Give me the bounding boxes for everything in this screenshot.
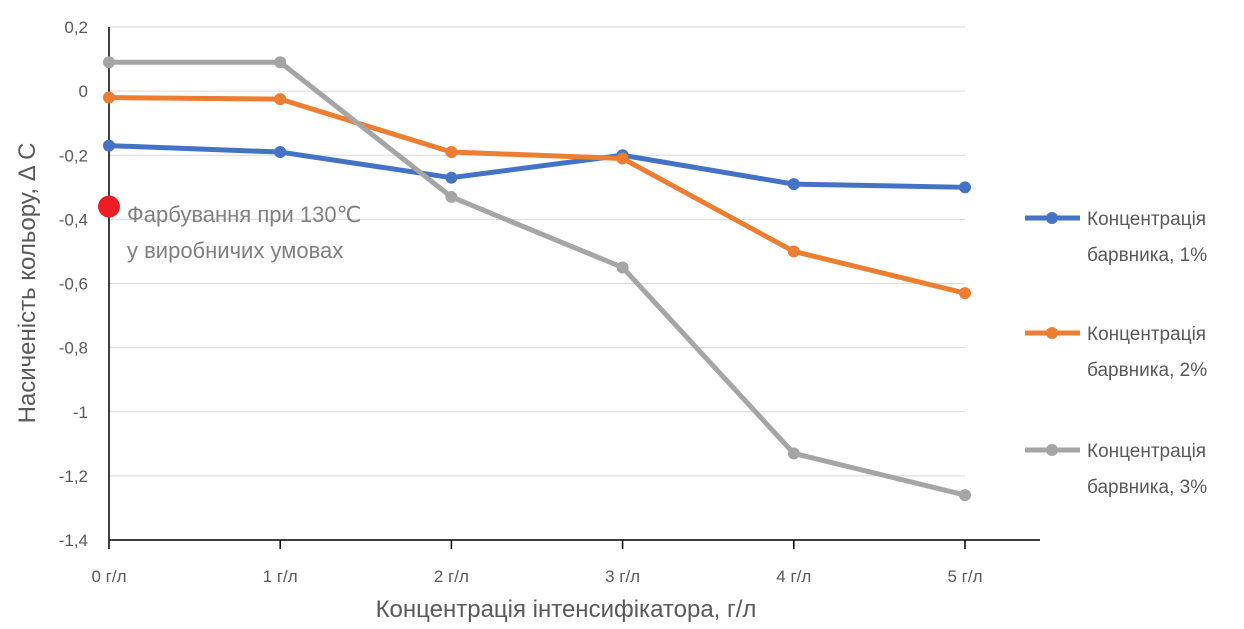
data-point: [959, 489, 971, 502]
legend-label-3: Концентрація: [1087, 441, 1206, 462]
data-point: [787, 178, 800, 191]
data-point: [445, 190, 458, 203]
x-tick-label: 0 г/л: [91, 567, 126, 586]
data-point: [445, 146, 458, 159]
annotation-text-line-1: Фарбування при 130℃: [127, 202, 361, 227]
annotation: Фарбування при 130℃ у виробничих умовах: [98, 195, 361, 263]
data-point: [274, 56, 287, 69]
series-line-1: [106, 143, 968, 190]
data-point: [616, 152, 629, 165]
series-group: [103, 56, 971, 502]
data-point: [274, 93, 287, 106]
data-point: [787, 245, 800, 258]
y-tick-label: -1: [73, 403, 88, 422]
legend-label-1: барвника, 1%: [1087, 245, 1207, 266]
x-tick-label: 4 г/л: [776, 567, 811, 586]
y-axis-title: Насиченість кольору, Δ C: [14, 143, 41, 424]
x-tick-label: 3 г/л: [605, 567, 640, 586]
data-point: [274, 146, 287, 159]
y-tick-label: -1,4: [59, 531, 88, 550]
data-point: [445, 171, 458, 184]
x-axis-title: Концентрація інтенсифікатора, г/л: [376, 596, 757, 623]
series-line-3: [106, 59, 968, 498]
legend-label-1: Концентрація: [1087, 209, 1206, 230]
data-point: [103, 56, 115, 69]
legend-marker-2: [1046, 327, 1058, 339]
axes: [108, 27, 1040, 541]
series-line-2: [106, 95, 968, 296]
legend-label-2: барвника, 2%: [1087, 360, 1207, 381]
data-point: [616, 261, 629, 274]
data-point: [103, 139, 115, 152]
annotation-text-line-2: у виробничих умовах: [127, 238, 343, 263]
data-point: [959, 287, 971, 300]
x-tick-label: 1 г/л: [263, 567, 298, 586]
legend: Концентрація барвника, 1% Концентрація барв…: [1025, 209, 1207, 498]
legend-label-2: Концентрація: [1087, 324, 1206, 345]
y-tick-label: 0,2: [64, 18, 88, 37]
x-axis-ticks: 0 г/л 1 г/л 2 г/л 3 г/л 4 г/л 5 г/л: [91, 540, 983, 586]
data-point: [787, 447, 800, 460]
y-tick-label: -0,6: [59, 275, 88, 294]
y-tick-label: -0,8: [59, 339, 88, 358]
y-tick-label: -0,4: [59, 210, 88, 229]
y-tick-label: 0: [79, 82, 88, 101]
x-tick-label: 2 г/л: [434, 567, 469, 586]
data-point: [959, 181, 971, 194]
legend-marker-1: [1046, 212, 1058, 224]
y-tick-label: -1,2: [59, 467, 88, 486]
legend-label-3: барвника, 3%: [1087, 477, 1207, 498]
legend-marker-3: [1046, 444, 1058, 456]
annotation-marker: [98, 195, 120, 218]
y-axis-ticks: 0,2 0 -0,2 -0,4 -0,6 -0,8 -1 -1,2 -1,4: [59, 18, 88, 550]
y-tick-label: -0,2: [59, 146, 88, 165]
data-point: [103, 91, 115, 104]
x-tick-label: 5 г/л: [947, 567, 982, 586]
